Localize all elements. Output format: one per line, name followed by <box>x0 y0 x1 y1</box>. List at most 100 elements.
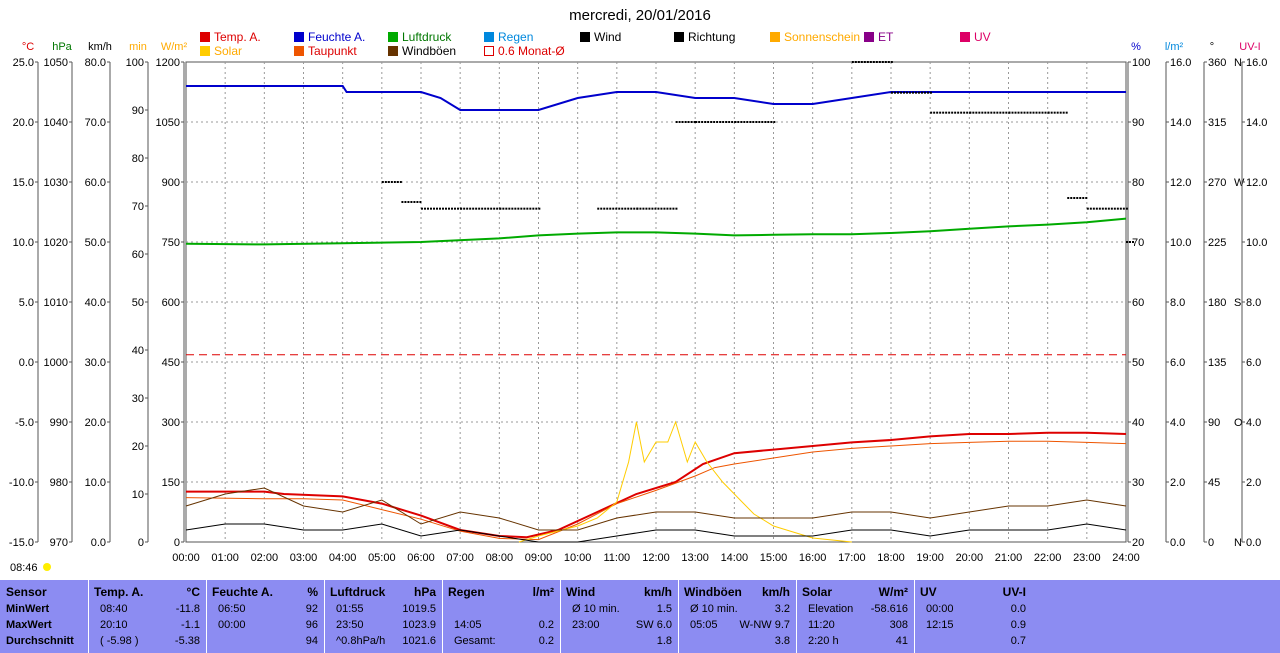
axis-tick-label: 0 <box>138 537 144 549</box>
axis-tick-label: 1050 <box>44 57 68 69</box>
table-cell-row: Gesamt: 0.2 <box>448 633 554 649</box>
direction-point <box>930 111 933 114</box>
axis-tick-label: 100 <box>1132 57 1150 69</box>
direction-point <box>713 121 716 123</box>
direction-point <box>764 121 767 123</box>
axis-tick-label: 40 <box>132 345 144 357</box>
x-tick-label: 03:00 <box>290 552 318 564</box>
direction-point <box>872 61 875 63</box>
direction-point <box>657 207 660 210</box>
direction-point <box>678 121 681 123</box>
series-temp-a- <box>186 431 1127 539</box>
series-feuchte-a- <box>186 85 1126 111</box>
table-cell-value: 92 <box>305 603 318 615</box>
table-cell-time: 23:00 <box>572 619 600 631</box>
table-cell-value: 0.7 <box>1010 635 1026 647</box>
axis-tick-label: 2.0 <box>1170 477 1185 489</box>
table-cell-time: 23:50 <box>336 619 364 631</box>
table-cell-time: Gesamt: <box>454 635 496 647</box>
direction-point <box>963 111 966 114</box>
direction-point <box>1050 111 1053 114</box>
axis-tick-label: 1040 <box>44 117 68 129</box>
axis-tick-label: 1000 <box>44 357 68 369</box>
direction-point <box>924 91 926 94</box>
table-header: Feuchte A.% <box>212 584 318 600</box>
direction-point <box>701 121 704 123</box>
direction-point <box>675 207 678 210</box>
direction-point <box>698 121 701 123</box>
direction-point <box>487 207 490 210</box>
direction-point <box>436 207 438 210</box>
direction-point <box>1101 207 1104 210</box>
axis-unit: hPa <box>52 41 72 53</box>
axis-tick-label: 1200 <box>156 57 180 69</box>
direction-point <box>511 207 514 210</box>
direction-point <box>520 207 523 210</box>
direction-point <box>681 121 684 123</box>
axis-tick-label: 90 <box>132 105 144 117</box>
direction-point <box>719 121 722 123</box>
table-header-label: Solar <box>802 585 833 599</box>
table-cell-time: 08:40 <box>100 603 128 615</box>
direction-point <box>863 61 866 63</box>
direction-point <box>627 207 630 210</box>
direction-point <box>1020 111 1023 114</box>
table-cell-value: 3.8 <box>774 635 790 647</box>
direction-point <box>514 207 517 210</box>
direction-point <box>966 111 969 114</box>
sunrise-label: 08:46 <box>10 562 38 574</box>
axis-unit: W/m² <box>161 41 188 53</box>
table-cell-value: 96 <box>305 619 318 631</box>
table-header-unit: UV-I <box>1002 585 1026 599</box>
direction-point <box>1008 111 1011 114</box>
axis-tick-label: 1010 <box>44 297 68 309</box>
direction-point <box>1032 111 1035 114</box>
table-header-label: Windböen <box>684 585 742 599</box>
axis-tick-label: 30.0 <box>85 357 106 369</box>
table-header: Solar W/m² <box>802 584 908 600</box>
table-cell-time: 2:20 h <box>808 635 839 647</box>
x-tick-label: 09:00 <box>525 552 553 564</box>
axis-tick-label: 20 <box>132 441 144 453</box>
direction-point <box>407 201 410 203</box>
axis-unit: °C <box>22 41 34 53</box>
axis-tick-label: 6.0 <box>1170 357 1185 369</box>
direction-point <box>490 207 493 210</box>
series-solar <box>518 420 852 543</box>
direction-point <box>433 207 435 210</box>
axis-tick-label: 100 <box>126 57 144 69</box>
direction-point <box>894 91 896 94</box>
direction-point <box>1126 241 1128 243</box>
axis-tick-label: 8.0 <box>1170 297 1185 309</box>
column-separator <box>914 580 915 653</box>
table-cell-value: W-NW 9.7 <box>739 619 790 631</box>
direction-point <box>1005 111 1008 114</box>
direction-point <box>1073 197 1076 199</box>
legend-label: Regen <box>498 30 533 44</box>
x-tick-label: 04:00 <box>329 552 357 564</box>
direction-point <box>746 121 749 123</box>
direction-point <box>463 207 466 210</box>
direction-point <box>478 207 481 210</box>
direction-point <box>404 201 407 203</box>
direction-point <box>945 111 948 114</box>
direction-point <box>538 207 541 210</box>
direction-point <box>532 207 535 210</box>
column-separator <box>678 580 679 653</box>
direction-point <box>606 207 609 210</box>
table-header: Temp. A. °C <box>94 584 200 600</box>
series-wind <box>185 523 1127 543</box>
direction-point <box>687 121 690 123</box>
direction-point <box>529 207 532 210</box>
direction-point <box>884 61 887 63</box>
direction-label: W <box>1234 177 1245 189</box>
axis-tick-label: 90 <box>1208 417 1220 429</box>
direction-point <box>416 201 419 203</box>
direction-point <box>725 121 728 123</box>
direction-point <box>933 111 936 114</box>
direction-point <box>669 207 672 210</box>
axis-unit: l/m² <box>1165 41 1184 53</box>
direction-point <box>1014 111 1017 114</box>
axis-tick-label: 5.0 <box>19 297 34 309</box>
table-cell-row: 23:00 SW 6.0 <box>566 617 672 633</box>
